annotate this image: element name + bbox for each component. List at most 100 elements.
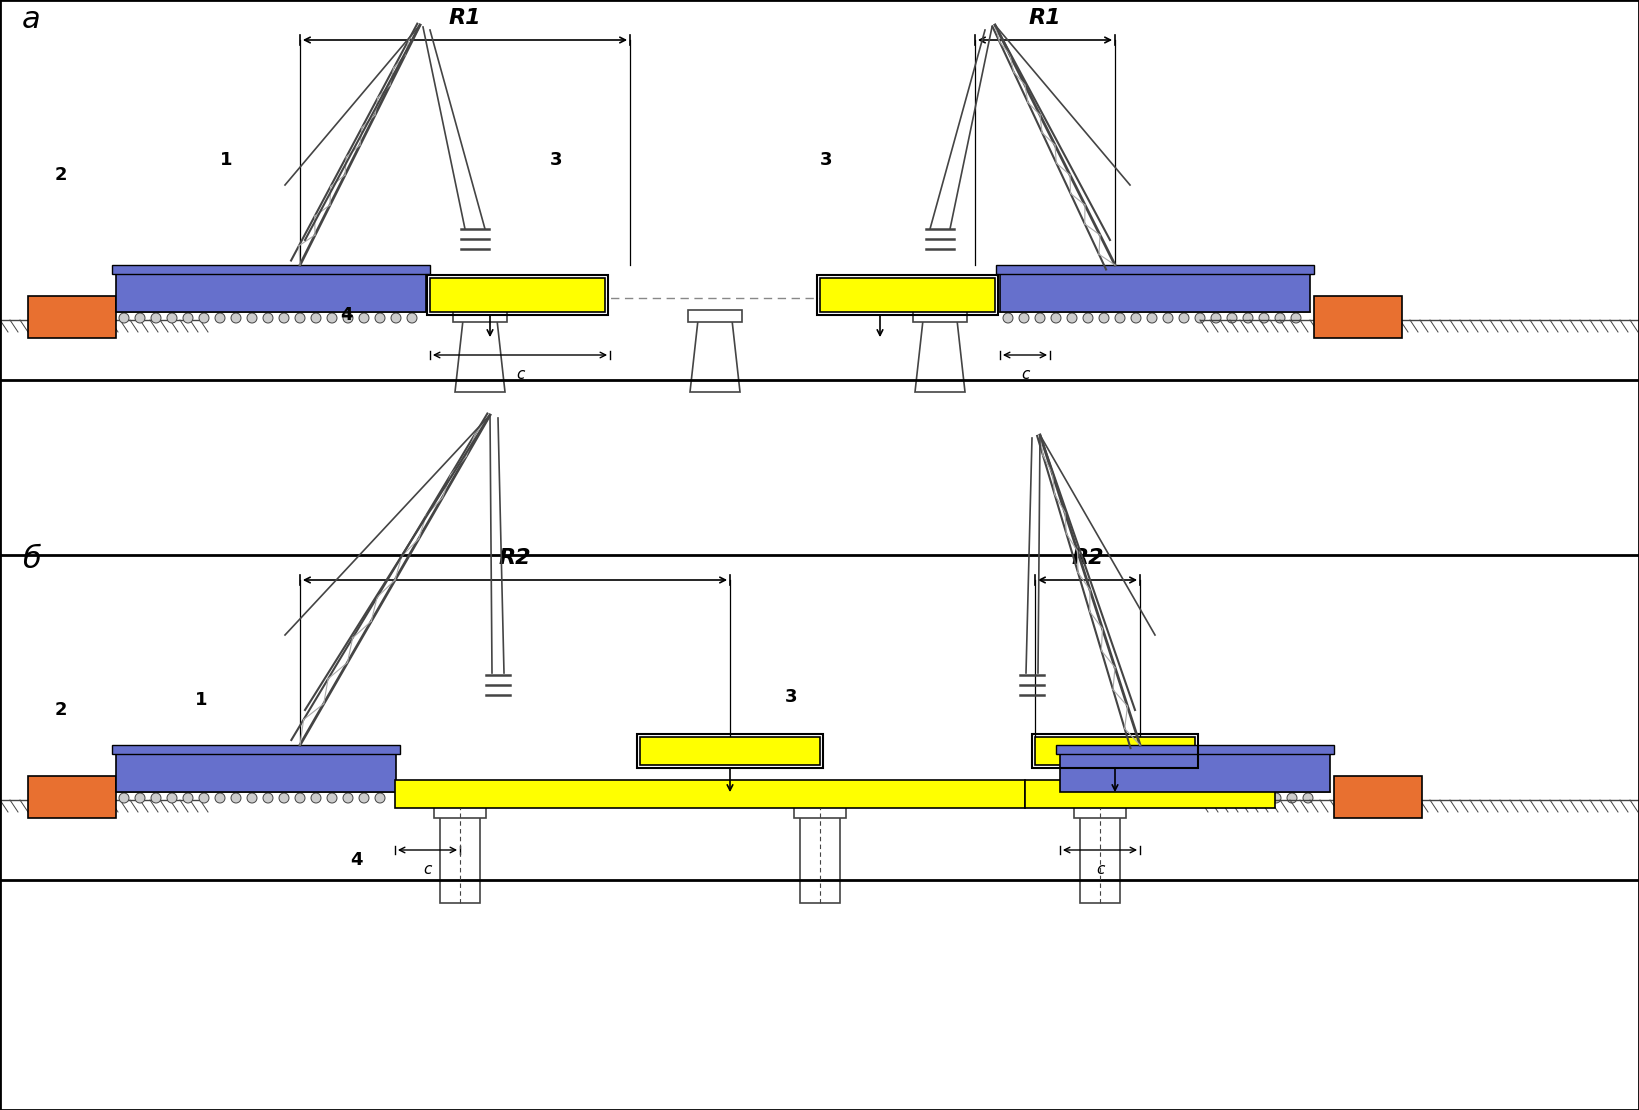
Circle shape <box>120 793 129 803</box>
Bar <box>434 806 487 818</box>
Circle shape <box>262 793 274 803</box>
Bar <box>116 754 397 793</box>
Text: R1: R1 <box>1029 8 1062 28</box>
Circle shape <box>359 793 369 803</box>
Circle shape <box>311 313 321 323</box>
Circle shape <box>1303 793 1313 803</box>
Bar <box>1314 296 1401 339</box>
Text: R2: R2 <box>1072 548 1103 568</box>
Bar <box>816 275 998 315</box>
Bar <box>800 808 841 904</box>
Bar <box>1080 808 1119 904</box>
Circle shape <box>1131 313 1141 323</box>
Polygon shape <box>690 320 739 392</box>
Circle shape <box>1115 313 1124 323</box>
Circle shape <box>311 793 321 803</box>
Circle shape <box>1034 313 1046 323</box>
Bar <box>428 275 608 315</box>
Circle shape <box>328 313 338 323</box>
Bar <box>28 296 116 339</box>
Text: 4: 4 <box>339 306 352 324</box>
Circle shape <box>279 313 288 323</box>
Text: 3: 3 <box>820 151 833 169</box>
Circle shape <box>134 313 144 323</box>
Bar <box>28 776 116 818</box>
Bar <box>1024 780 1275 808</box>
Bar <box>111 745 400 754</box>
Circle shape <box>343 793 352 803</box>
Circle shape <box>1003 313 1013 323</box>
Bar <box>820 278 995 312</box>
Circle shape <box>1051 313 1060 323</box>
Circle shape <box>167 313 177 323</box>
Circle shape <box>328 793 338 803</box>
Circle shape <box>1192 793 1201 803</box>
Text: 3: 3 <box>551 151 562 169</box>
Text: c: c <box>1096 862 1105 877</box>
Bar <box>1056 745 1334 754</box>
Circle shape <box>343 313 352 323</box>
Circle shape <box>247 793 257 803</box>
Bar <box>429 278 605 312</box>
Circle shape <box>247 313 257 323</box>
Bar <box>1060 754 1329 793</box>
Circle shape <box>1175 793 1185 803</box>
Text: 4: 4 <box>351 851 362 869</box>
Circle shape <box>198 793 210 803</box>
Circle shape <box>1111 793 1121 803</box>
Circle shape <box>295 313 305 323</box>
Circle shape <box>151 313 161 323</box>
Text: c: c <box>423 862 431 877</box>
Circle shape <box>184 313 193 323</box>
Text: 1: 1 <box>195 692 208 709</box>
Circle shape <box>1259 313 1269 323</box>
Circle shape <box>231 793 241 803</box>
Circle shape <box>215 793 225 803</box>
Polygon shape <box>915 320 965 392</box>
Circle shape <box>1242 313 1252 323</box>
Bar <box>688 310 742 322</box>
Circle shape <box>167 793 177 803</box>
Circle shape <box>1083 313 1093 323</box>
Circle shape <box>198 313 210 323</box>
Circle shape <box>392 313 402 323</box>
Text: а: а <box>21 6 41 34</box>
Circle shape <box>1292 313 1301 323</box>
Circle shape <box>1019 313 1029 323</box>
Circle shape <box>1147 313 1157 323</box>
Circle shape <box>1275 313 1285 323</box>
Text: б: б <box>21 545 41 574</box>
Circle shape <box>1164 313 1174 323</box>
Text: 3: 3 <box>785 688 798 706</box>
Bar <box>1000 274 1310 312</box>
Circle shape <box>359 313 369 323</box>
Circle shape <box>406 313 416 323</box>
Circle shape <box>1255 793 1265 803</box>
Circle shape <box>1223 793 1233 803</box>
Bar <box>1074 806 1126 818</box>
Bar <box>111 265 429 274</box>
Circle shape <box>120 313 129 323</box>
Circle shape <box>375 313 385 323</box>
Circle shape <box>1178 313 1188 323</box>
Circle shape <box>1239 793 1249 803</box>
Circle shape <box>1206 793 1218 803</box>
Bar <box>439 808 480 904</box>
Bar <box>639 737 820 765</box>
Text: 1: 1 <box>220 151 233 169</box>
Circle shape <box>1078 793 1088 803</box>
Text: c: c <box>516 367 524 382</box>
Circle shape <box>1228 313 1237 323</box>
Bar <box>1034 737 1195 765</box>
Circle shape <box>1142 793 1152 803</box>
Circle shape <box>215 313 225 323</box>
Text: R1: R1 <box>449 8 482 28</box>
Polygon shape <box>456 320 505 392</box>
Circle shape <box>1064 793 1074 803</box>
Circle shape <box>1195 313 1205 323</box>
Bar <box>452 310 506 322</box>
Text: 2: 2 <box>56 702 67 719</box>
Bar <box>1033 734 1198 768</box>
Circle shape <box>1270 793 1282 803</box>
Circle shape <box>1095 793 1105 803</box>
